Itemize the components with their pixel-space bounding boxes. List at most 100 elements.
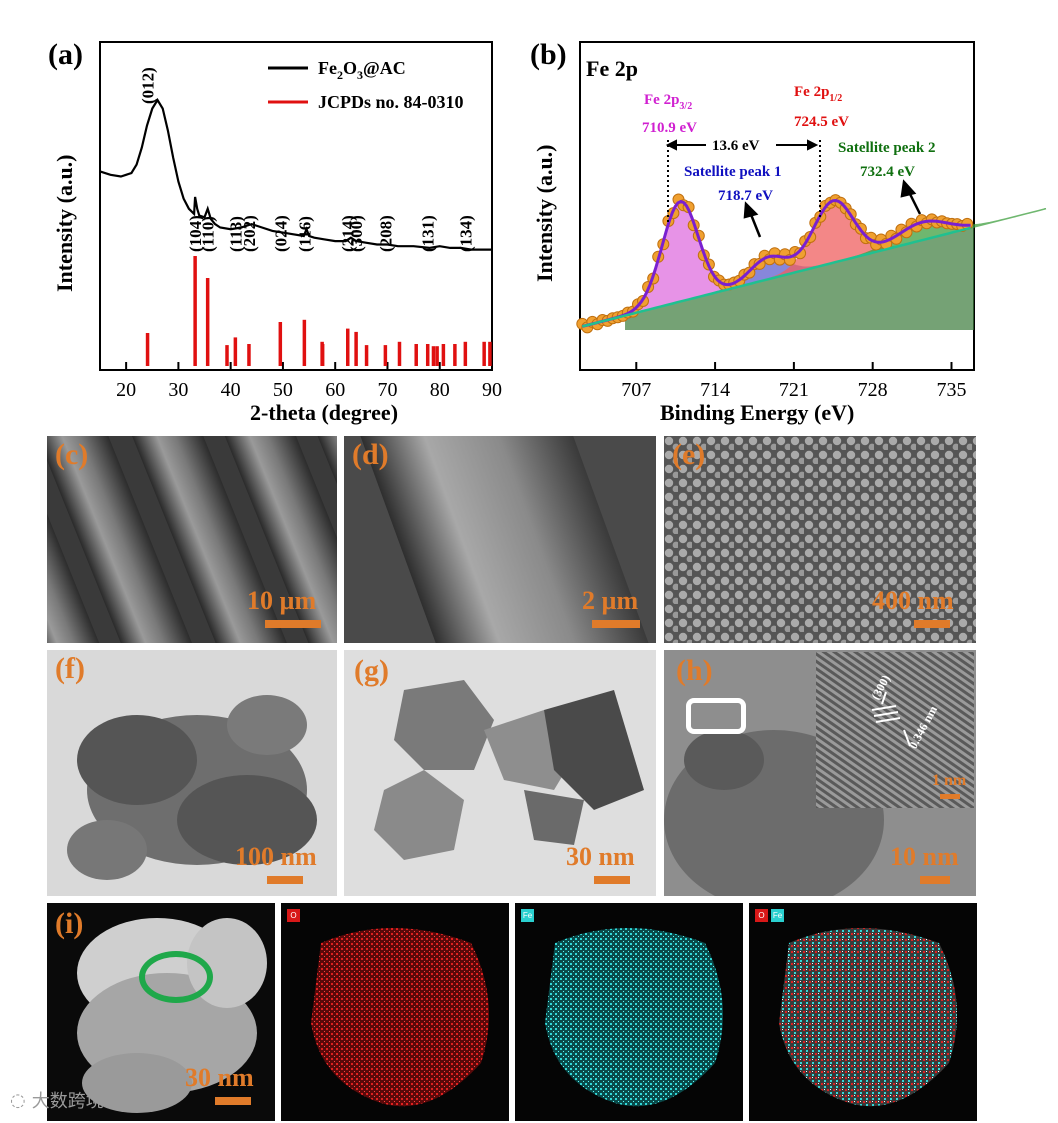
tem-image-f: (f) 100 nm	[47, 650, 337, 896]
tem-particle-cluster-f	[67, 695, 317, 880]
peak-label-2p32: Fe 2p3/2	[644, 92, 692, 112]
xrd-chart: 20 30 40 50 60 70 80 90 (012)(104)(110) (113)(20…	[52, 41, 502, 425]
xps-xtick-label: 714	[700, 379, 730, 401]
scale-label-i: 30 nm	[185, 1063, 254, 1092]
xps-chart: 707 714 721 728 735 Fe 2p Fe 2p3/2 710.9 eV …	[532, 41, 1047, 425]
sem-image-d: (d) 2 µm	[344, 436, 656, 643]
xrd-xtick-label: 50	[273, 379, 293, 401]
scale-bar-f	[267, 876, 303, 884]
selected-region-box	[686, 698, 746, 734]
splitting-arrow	[665, 139, 819, 151]
xps-data-point	[794, 247, 807, 260]
xrd-plot-frame	[99, 41, 493, 371]
xps-xtick-label: 728	[858, 379, 888, 401]
scale-bar-e	[914, 620, 950, 628]
eds-map-overlay: O Fe	[749, 903, 977, 1121]
hrtem-inset: (300) 0.346 nm 1 nm	[816, 652, 974, 808]
scale-label-g: 30 nm	[566, 842, 635, 871]
overlay-distribution	[779, 928, 957, 1107]
panel-label-i: (i)	[55, 907, 84, 940]
peak-label-sat2: Satellite peak 2	[838, 140, 936, 156]
tem-particle-cluster-g	[374, 680, 644, 860]
xrd-xtick-label: 30	[168, 379, 188, 401]
peak-value-sat2: 732.4 eV	[860, 164, 915, 180]
xps-xtick-label: 707	[621, 379, 651, 401]
xrd-hkl-label: (024)	[271, 215, 290, 252]
sat1-arrow	[743, 201, 762, 238]
eds-map-iron: Fe	[515, 903, 743, 1121]
panel-label-b: (b)	[530, 38, 567, 71]
peak-value-2p32: 710.9 eV	[642, 120, 697, 136]
peak-label-2p12: Fe 2p1/2	[794, 84, 842, 104]
xrd-hkl-label: (104)	[186, 215, 205, 252]
xrd-hkl-label: (012)	[139, 67, 158, 104]
sem-fiber-closeup	[347, 436, 656, 643]
scale-label-d: 2 µm	[582, 586, 639, 615]
scale-bar-i	[215, 1097, 251, 1105]
panel-label-c: (c)	[55, 438, 89, 471]
xrd-hkl-label: (208)	[376, 215, 395, 252]
oxygen-distribution	[311, 928, 489, 1107]
scale-label-h: 10 nm	[890, 842, 959, 871]
scale-label-h-inset: 1 nm	[932, 772, 967, 789]
xps-xtick-label: 735	[936, 379, 966, 401]
xps-xlabel: Binding Energy (eV)	[660, 400, 854, 425]
panel-label-f: (f)	[55, 652, 85, 685]
xrd-hkl-label: (202)	[240, 215, 259, 252]
xrd-hkl-label: (131)	[419, 215, 438, 252]
scale-bar-c	[265, 620, 321, 628]
iron-distribution	[545, 928, 723, 1107]
xrd-hkl-label: (134)	[456, 215, 475, 252]
xrd-hkl-label: (113)	[226, 216, 245, 252]
xps-xtick-label: 721	[779, 379, 809, 401]
legend-label-sample: Fe2O3@AC	[318, 58, 406, 82]
xrd-xtick-label: 80	[430, 379, 450, 401]
xps-ylabel: Intensity (a.u.)	[532, 144, 557, 282]
xps-title: Fe 2p	[586, 56, 638, 81]
xrd-xtick-label: 20	[116, 379, 136, 401]
hrtem-image-h: (300) 0.346 nm 1 nm (h) 10 nm	[664, 650, 976, 896]
scale-label-f: 100 nm	[235, 842, 317, 871]
xrd-xtick-label: 70	[377, 379, 397, 401]
sem-fiber-pattern	[47, 436, 337, 643]
scale-bar-g	[594, 876, 630, 884]
xrd-xlabel: 2-theta (degree)	[250, 400, 398, 425]
xrd-xtick-label: 90	[482, 379, 502, 401]
xrd-hkl-label: (116)	[295, 216, 314, 252]
eds-tag-overlay: O Fe	[755, 909, 784, 922]
watermark-text: 大数跨境	[31, 1091, 104, 1112]
sat2-arrow	[900, 179, 922, 215]
scale-label-c: 10 µm	[247, 586, 317, 615]
xrd-series-line	[99, 97, 492, 251]
panel-label-h: (h)	[676, 654, 713, 687]
sem-image-e: (e) 400 nm	[664, 436, 976, 643]
xrd-hkl-label: (300)	[347, 215, 366, 252]
sem-particle-texture	[664, 436, 976, 643]
eds-tag-o: O	[287, 909, 300, 922]
haadf-image-i: (i) 30 nm	[47, 903, 275, 1121]
xps-plot-frame	[579, 41, 975, 371]
xrd-xtick-label: 60	[325, 379, 345, 401]
peak-value-sat1: 718.7 eV	[718, 188, 773, 204]
sem-image-c: (c) 10 µm	[47, 436, 337, 643]
lattice-fringes	[816, 652, 974, 808]
peak-label-sat1: Satellite peak 1	[684, 164, 782, 180]
scale-bar-h	[920, 876, 950, 884]
eds-map-oxygen: O	[281, 903, 509, 1121]
eds-tag-fe: Fe	[521, 909, 534, 922]
panel-label-g: (g)	[354, 654, 389, 687]
xrd-xtick-label: 40	[221, 379, 241, 401]
scale-label-e: 400 nm	[872, 586, 954, 615]
watermark: ◌ 大数跨境	[10, 1087, 104, 1113]
xps-background-line	[581, 226, 971, 328]
panel-label-e: (e)	[672, 438, 706, 471]
xps-fit-envelope	[581, 198, 971, 328]
scale-bar-h-inset	[940, 794, 960, 799]
xrd-ylabel: Intensity (a.u.)	[52, 154, 77, 292]
highlight-ring	[139, 951, 213, 1003]
scale-bar-d	[592, 620, 640, 628]
peak-value-2p12: 724.5 eV	[794, 114, 849, 130]
xrd-hkl-label: (110)	[199, 216, 218, 252]
splitting-label: 13.6 eV	[712, 138, 760, 154]
xrd-hkl-label: (214)	[339, 215, 358, 252]
